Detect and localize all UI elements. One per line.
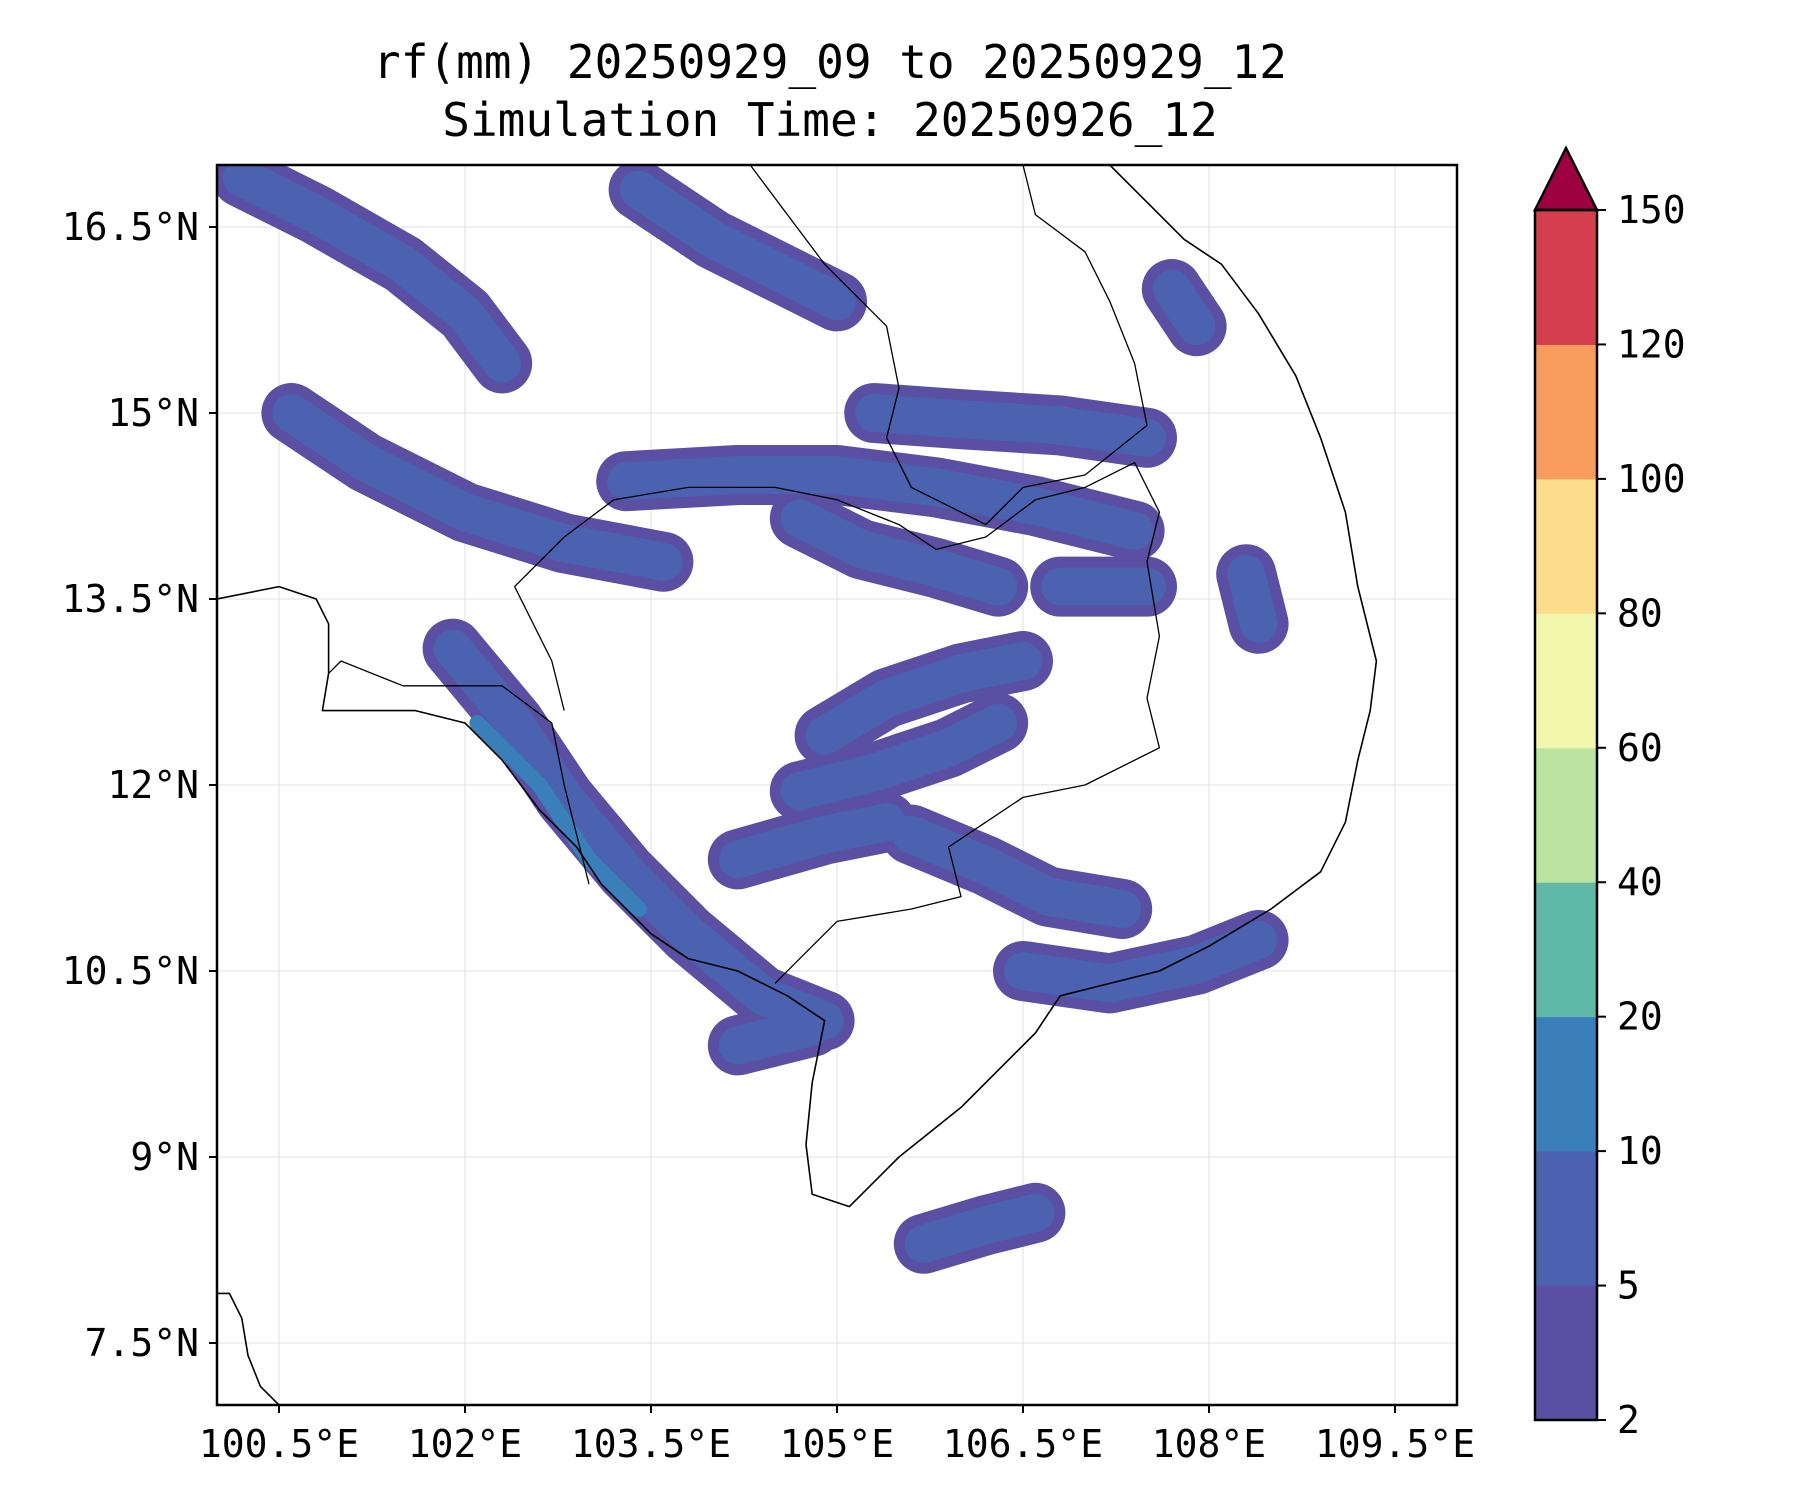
colorbar-label: 2 <box>1617 1398 1640 1442</box>
y-axis: 16.5°N 15°N 13.5°N 12°N 10.5°N 9°N 7.5°N <box>62 205 217 1365</box>
rain-band <box>1004 921 1278 1003</box>
rain-band <box>718 803 906 879</box>
y-tick-label: 9°N <box>130 1135 199 1179</box>
rainfall-contours <box>217 165 1289 1274</box>
colorbar-segment <box>1535 747 1597 883</box>
colorbar-segment <box>1535 344 1597 480</box>
coastline <box>217 165 1378 1208</box>
colorbar-segment <box>1535 613 1597 749</box>
colorbar-segment <box>1535 1285 1597 1421</box>
x-axis: 100.5°E 102°E 103.5°E 105°E 106.5°E 108°E 109.… <box>199 1405 1475 1466</box>
colorbar-label: 20 <box>1617 995 1663 1039</box>
colorbar-label: 80 <box>1617 591 1663 635</box>
y-tick-label: 10.5°N <box>62 949 199 993</box>
coastlines-and-borders <box>217 165 1378 1405</box>
y-tick-label: 15°N <box>107 391 199 435</box>
coastline <box>217 1292 280 1405</box>
rain-band <box>892 815 1142 928</box>
country-border <box>749 165 1148 526</box>
y-tick-label: 16.5°N <box>62 205 199 249</box>
x-tick-label: 100.5°E <box>199 1422 359 1466</box>
colorbar-label: 40 <box>1617 860 1663 904</box>
y-tick-label: 12°N <box>107 763 199 807</box>
x-tick-label: 106.5°E <box>943 1422 1103 1466</box>
colorbar-segment <box>1535 882 1597 1018</box>
x-tick-label: 108°E <box>1152 1422 1266 1466</box>
rain-band <box>433 629 844 1040</box>
rain-band <box>805 642 1042 755</box>
colorbar-label: 150 <box>1617 188 1686 232</box>
x-tick-label: 102°E <box>408 1422 522 1466</box>
x-tick-label: 103.5°E <box>571 1422 731 1466</box>
y-tick-label: 7.5°N <box>85 1321 199 1365</box>
colorbar-extend-arrow <box>1532 145 1600 212</box>
colorbar-segment <box>1535 1151 1597 1287</box>
colorbar-label: 120 <box>1617 322 1686 366</box>
rain-band <box>904 1193 1055 1263</box>
y-tick-label: 13.5°N <box>62 577 199 621</box>
rain-band <box>469 715 647 917</box>
rain-band <box>619 170 856 321</box>
colorbar-label: 100 <box>1617 457 1686 501</box>
country-border <box>328 660 590 885</box>
chart-subtitle: Simulation Time: 20250926_12 <box>442 93 1217 147</box>
rain-band <box>222 165 522 383</box>
x-tick-label: 109.5°E <box>1315 1422 1475 1466</box>
rain-band <box>780 704 1018 811</box>
map-plot-area <box>215 163 1459 1407</box>
rain-band <box>607 456 1154 550</box>
colorbar: 2 5 10 20 40 60 80 100 120 150 <box>1532 145 1686 1442</box>
rain-band <box>855 394 1166 457</box>
rain-band <box>780 499 1018 606</box>
rain-band <box>1227 555 1278 643</box>
rain-band <box>718 1007 832 1065</box>
colorbar-segment <box>1535 1016 1597 1152</box>
colorbar-label: 60 <box>1617 726 1663 770</box>
colorbar-label: 5 <box>1617 1264 1640 1308</box>
colorbar-segment <box>1535 210 1597 345</box>
x-tick-label: 105°E <box>780 1422 894 1466</box>
colorbar-segment <box>1535 478 1597 614</box>
rain-band <box>272 394 683 581</box>
colorbar-frame <box>1533 208 1599 1422</box>
country-border <box>514 461 1161 984</box>
chart-title: rf(mm) 20250929_09 to 20250929_12 <box>373 35 1287 89</box>
colorbar-label: 10 <box>1617 1129 1663 1173</box>
rain-band <box>1152 270 1216 346</box>
country-border <box>514 586 565 711</box>
